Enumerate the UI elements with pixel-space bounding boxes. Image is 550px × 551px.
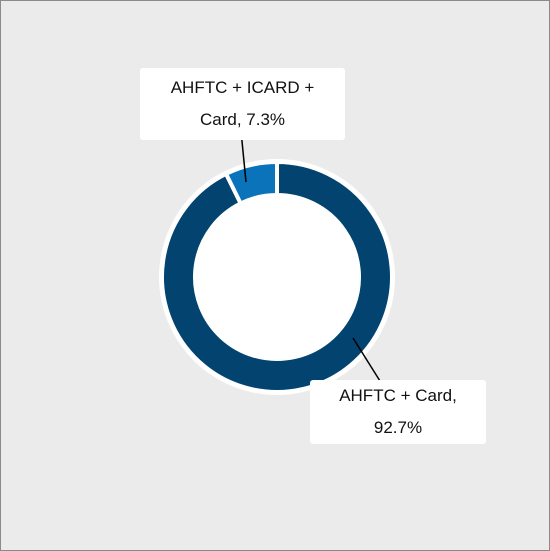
donut-segment <box>160 159 394 394</box>
leader-line <box>352 337 381 382</box>
donut-segment <box>223 159 279 207</box>
data-label: AHFTC + Card, 92.7% <box>310 380 486 444</box>
data-label: AHFTC + ICARD + Card, 7.3% <box>140 68 345 140</box>
